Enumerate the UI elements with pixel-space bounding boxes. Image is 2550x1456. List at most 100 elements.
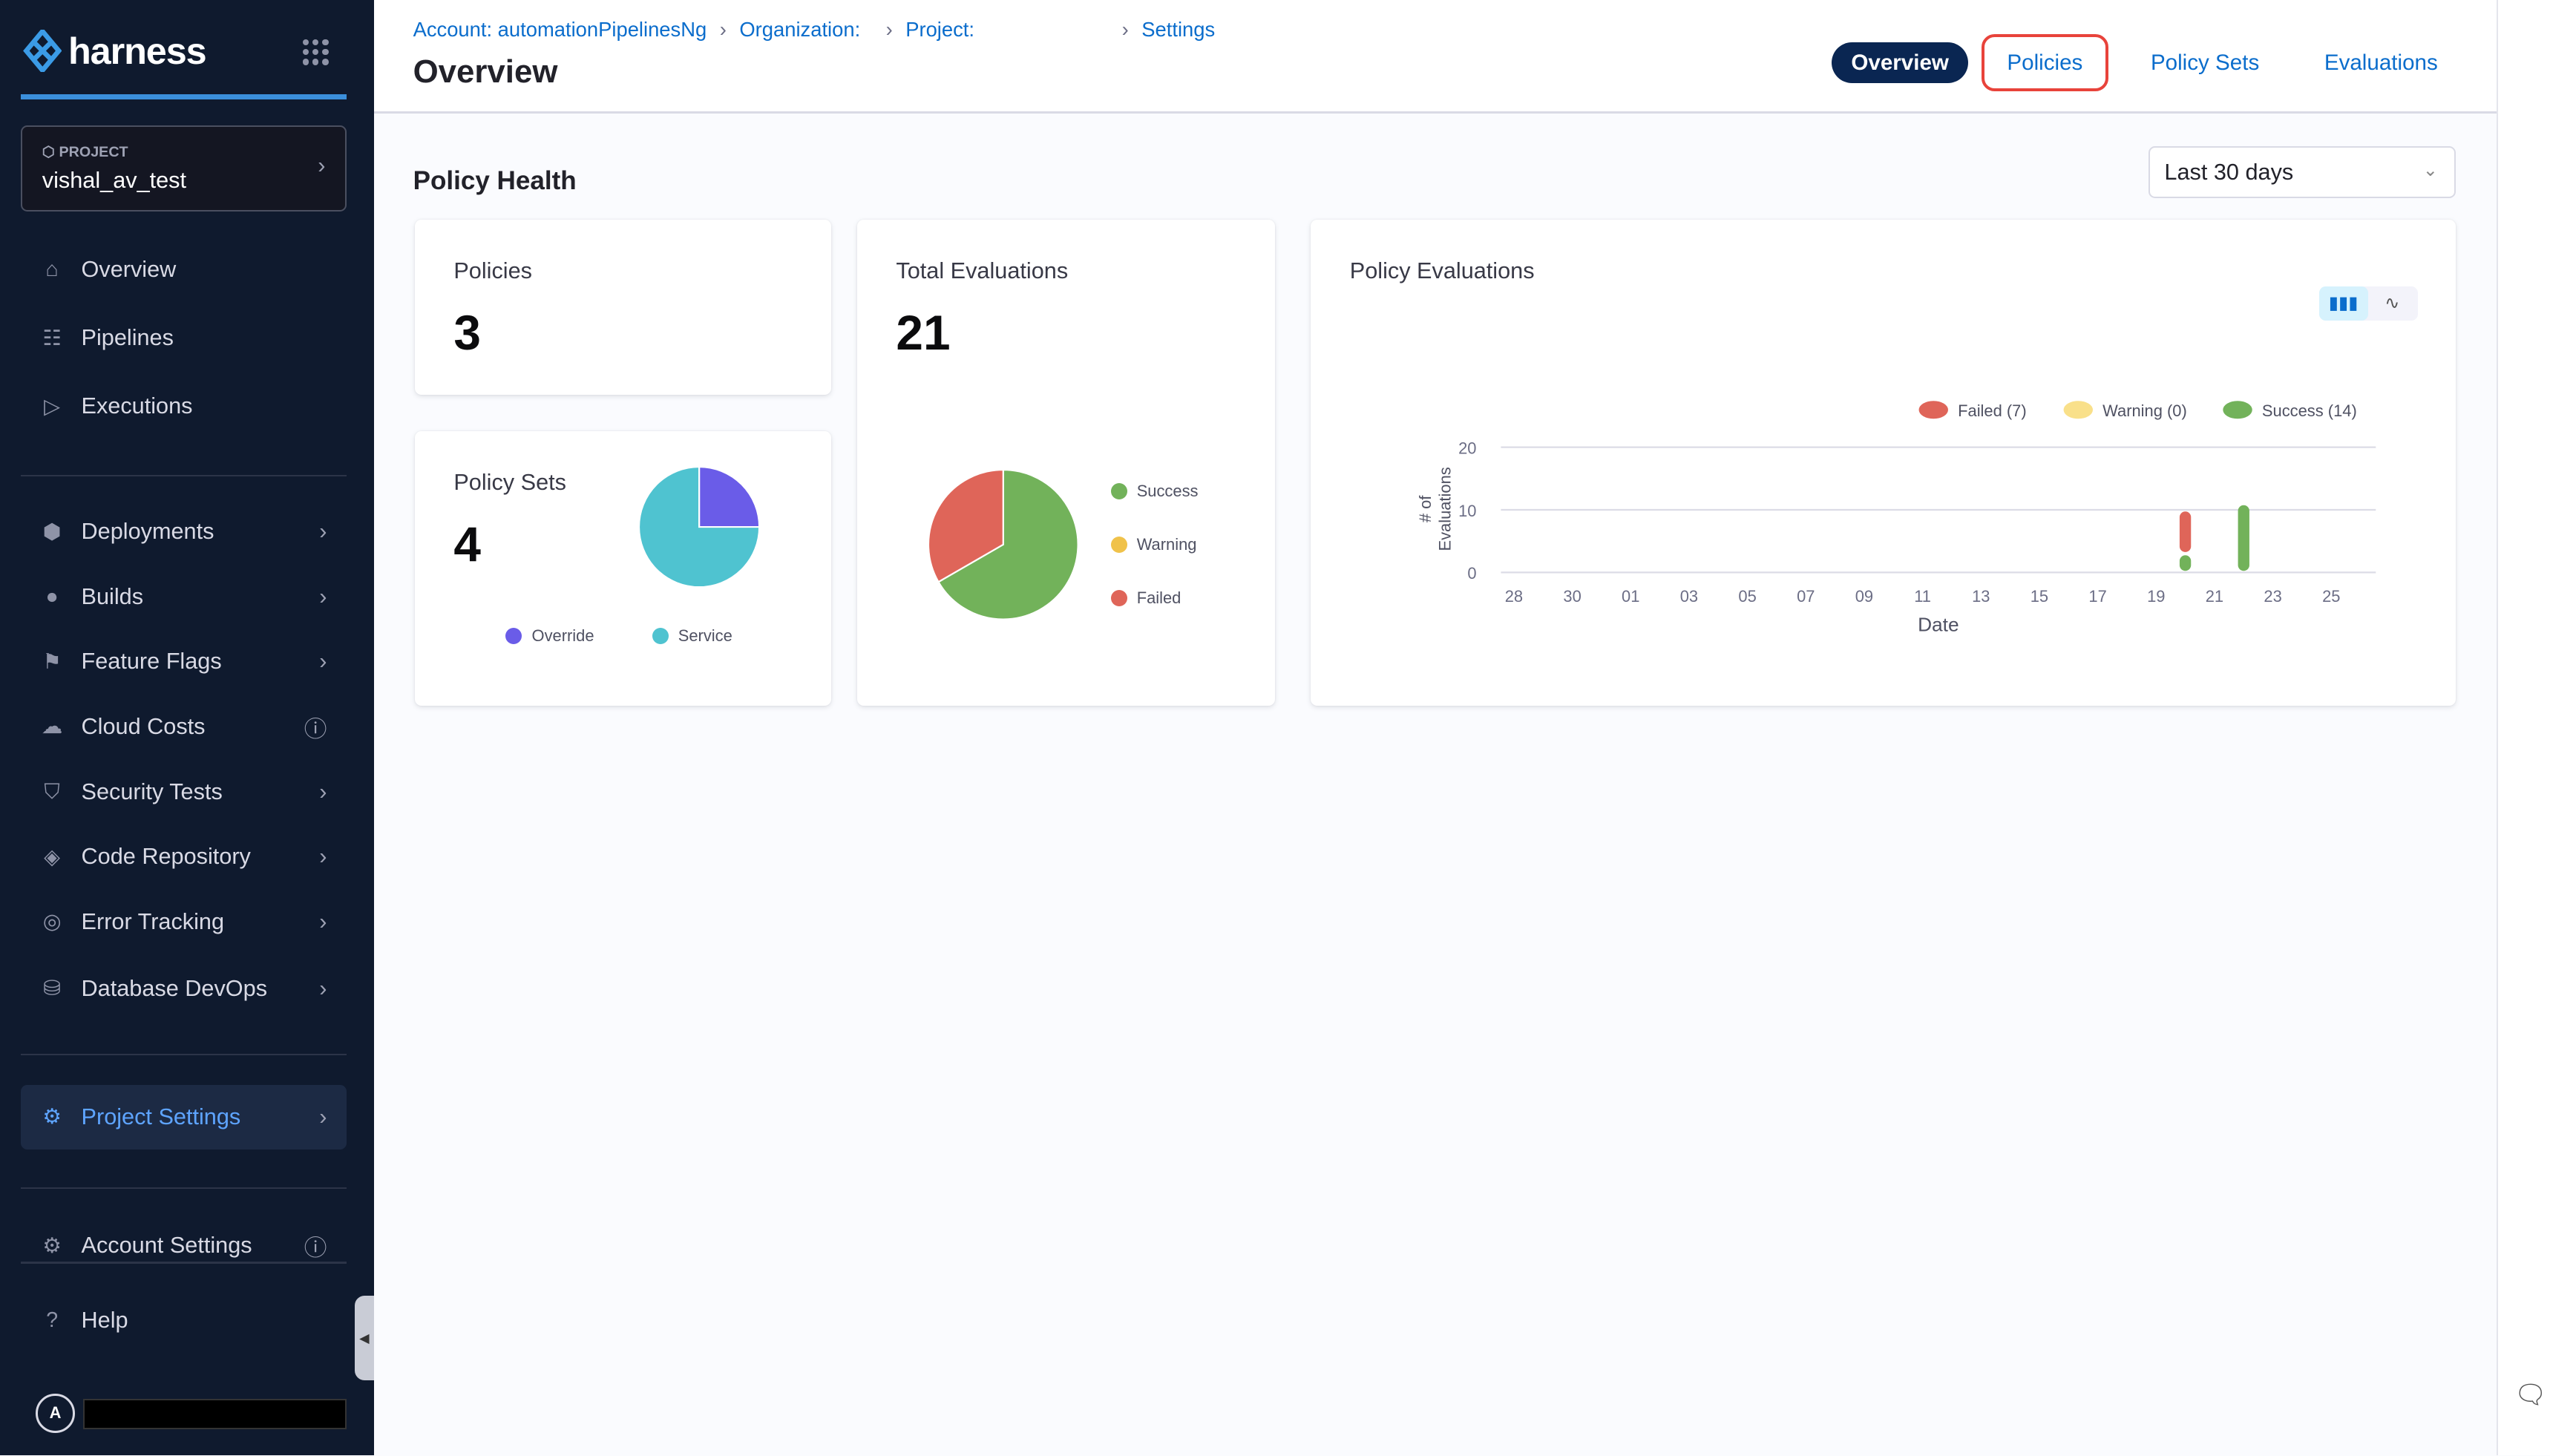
sidebar-item-account-settings[interactable]: ⚙ Account Settings ⓘ [21, 1213, 346, 1279]
card-label: Policy Sets [453, 470, 566, 496]
breadcrumb-settings[interactable]: Settings [1141, 18, 1216, 42]
line-chart-icon[interactable]: ∿ [2385, 293, 2400, 314]
page-title: Overview [413, 53, 558, 91]
help-icon: ? [46, 1308, 59, 1332]
sidebar-item-label: Security Tests [81, 778, 223, 804]
sidebar: harness ⬡ PROJECT vishal_av_test › ⌂ Over… [0, 0, 374, 1456]
x-axis-label: Date [1918, 613, 1959, 635]
sidebar-item-overview[interactable]: ⌂ Overview [21, 237, 346, 303]
chevron-right-icon: › [719, 18, 727, 42]
policies-card[interactable]: Policies 3 [414, 219, 831, 396]
tab-policy-sets[interactable]: Policy Sets [2150, 50, 2260, 75]
time-range-select[interactable]: Last 30 days ⌄ [2148, 146, 2456, 199]
policies-count: 3 [453, 304, 481, 360]
card-label: Policies [453, 258, 532, 284]
evaluations-pie [928, 470, 1078, 620]
x-tick-label: 13 [1972, 587, 1990, 606]
chevron-right-icon: › [319, 975, 327, 1001]
sidebar-item-cloud-costs[interactable]: ☁ Cloud Costs ⓘ [21, 695, 346, 760]
x-tick-label: 05 [1739, 587, 1757, 606]
breadcrumb-project[interactable]: Project: [905, 18, 975, 42]
chevron-right-icon: › [319, 1104, 327, 1129]
sidebar-item-label: Cloud Costs [81, 713, 206, 739]
policy-sets-card[interactable]: Policy Sets 4 Override Service [414, 430, 831, 706]
legend-dot [505, 627, 522, 644]
sidebar-item-executions[interactable]: ▷ Executions [21, 374, 346, 439]
feature-flags-icon: ⚑ [42, 649, 62, 674]
app-grid-icon[interactable] [302, 39, 329, 65]
legend-dot [1110, 536, 1127, 553]
sidebar-item-label: Code Repository [81, 844, 251, 870]
sidebar-item-security-tests[interactable]: ⛉ Security Tests › [21, 759, 346, 824]
card-label: Total Evaluations [896, 258, 1069, 284]
legend-label: Success (14) [2262, 401, 2357, 420]
sidebar-item-builds[interactable]: ● Builds › [21, 564, 346, 629]
tab-policies[interactable]: Policies [1981, 34, 2108, 92]
cloud-costs-icon: ☁ [41, 715, 63, 739]
sidebar-item-deployments[interactable]: ⬢ Deployments › [21, 499, 346, 565]
x-tick-label: 03 [1680, 587, 1698, 606]
code-icon: ◈ [44, 845, 61, 869]
brand-name: harness [68, 30, 207, 73]
harness-logo[interactable]: harness [22, 29, 207, 73]
legend-dot [652, 627, 669, 644]
sidebar-item-project-settings[interactable]: ⚙ Project Settings › [21, 1084, 347, 1150]
info-icon[interactable]: ⓘ [304, 1236, 327, 1262]
chat-icon[interactable]: 🗨 [2514, 1380, 2548, 1410]
sidebar-item-database-devops[interactable]: ⛁ Database DevOps › [21, 956, 346, 1021]
x-tick-label: 25 [2322, 587, 2340, 606]
sidebar-item-label: Project Settings [81, 1104, 241, 1129]
x-tick-label: 09 [1855, 587, 1873, 606]
sidebar-item-label: Feature Flags [81, 649, 222, 675]
chevron-down-icon: ⌄ [2422, 160, 2438, 180]
tab-overview[interactable]: Overview [1832, 42, 1969, 84]
chevron-right-icon: › [319, 844, 327, 870]
legend-label: Success [1136, 481, 1199, 500]
shield-icon: ⛉ [44, 779, 60, 804]
sidebar-item-label: Builds [81, 583, 144, 609]
x-tick-label: 28 [1505, 587, 1523, 606]
section-title: Policy Health [413, 165, 577, 195]
chevron-right-icon: › [318, 152, 326, 178]
project-selector[interactable]: ⬡ PROJECT vishal_av_test › [21, 125, 347, 211]
legend-label: Warning (0) [2102, 401, 2187, 420]
policy-sets-count: 4 [453, 516, 481, 571]
sidebar-item-label: Executions [81, 393, 193, 419]
breadcrumb-organization[interactable]: Organization: [739, 18, 861, 42]
sidebar-item-help[interactable]: ? Help [21, 1288, 346, 1354]
sidebar-item-code-repository[interactable]: ◈ Code Repository › [21, 824, 346, 890]
deployments-icon: ⬢ [42, 519, 62, 544]
sidebar-item-pipelines[interactable]: ☷ Pipelines [21, 306, 346, 371]
error-tracking-icon: ◎ [42, 910, 62, 934]
breadcrumb-account[interactable]: Account: automationPipelinesNg [413, 18, 707, 42]
x-tick-label: 11 [1914, 587, 1931, 606]
chart-type-toggle[interactable]: ▮▮▮ ∿ [2318, 286, 2419, 321]
legend-label: Service [678, 626, 732, 645]
total-evaluations-card[interactable]: Total Evaluations 21 Success Warning Fai… [856, 219, 1275, 706]
x-tick-label: 19 [2147, 587, 2165, 606]
legend-label: Failed (7) [1958, 401, 2027, 420]
project-label: PROJECT [59, 143, 128, 160]
divider [21, 474, 347, 477]
project-name: vishal_av_test [42, 167, 187, 193]
pipeline-icon: ☷ [42, 326, 62, 350]
legend-dot [1110, 482, 1127, 499]
time-range-value: Last 30 days [2164, 159, 2294, 185]
avatar[interactable]: A [36, 1393, 75, 1433]
policy-evaluations-card: Policy Evaluations ▮▮▮ ∿ 0 10 20 28 30 01 03 05… [1311, 219, 2456, 706]
x-tick-label: 01 [1622, 587, 1639, 606]
info-icon[interactable]: ⓘ [304, 716, 327, 742]
y-tick-label: 10 [1458, 502, 1476, 520]
sidebar-item-feature-flags[interactable]: ⚑ Feature Flags › [21, 629, 346, 695]
legend-success: Success [1110, 481, 1199, 501]
sidebar-item-label: Overview [81, 257, 177, 283]
y-axis-label-line: # of [1416, 495, 1435, 522]
tab-evaluations[interactable]: Evaluations [2324, 50, 2438, 75]
sidebar-item-error-tracking[interactable]: ◎ Error Tracking › [21, 890, 346, 955]
pie-slice-success [937, 470, 1078, 620]
chevron-right-icon: › [319, 519, 327, 545]
x-tick-label: 07 [1797, 587, 1815, 606]
bar-chart-icon[interactable]: ▮▮▮ [2318, 286, 2368, 321]
collapse-sidebar-button[interactable]: ◀ [354, 1296, 374, 1381]
bar-success-20 [2180, 555, 2192, 571]
